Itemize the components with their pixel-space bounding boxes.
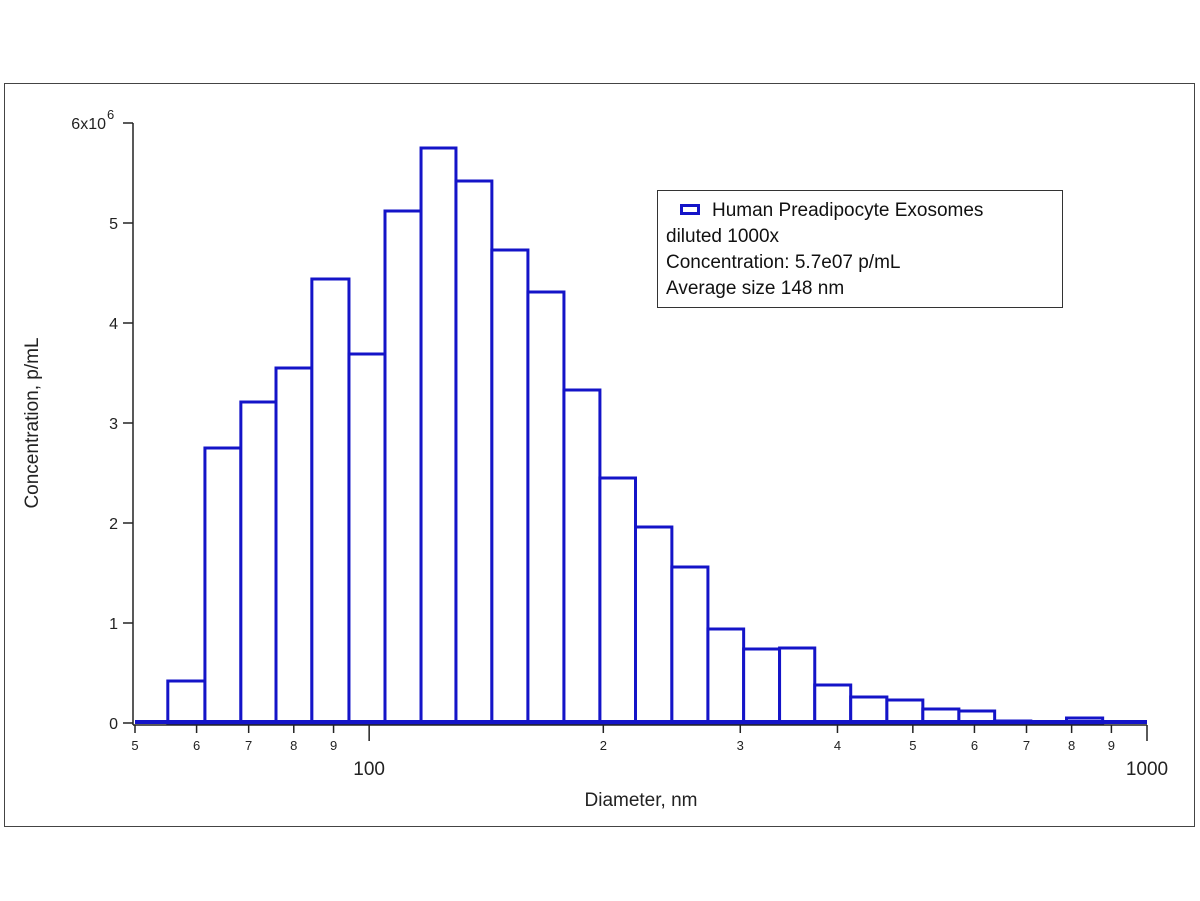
- x-minor-tick-label: 6: [971, 738, 978, 753]
- histogram-bar: [526, 290, 566, 725]
- x-major-tick-label: 1000: [1126, 759, 1168, 780]
- histogram-bar: [310, 277, 351, 725]
- chart-frame: [4, 83, 1195, 827]
- histogram-bar: [562, 388, 602, 725]
- histogram-bar: [706, 627, 746, 725]
- y-tick-label: 2: [109, 516, 118, 533]
- x-minor-tick-label: 9: [330, 738, 337, 753]
- x-minor-tick-label: 7: [245, 738, 252, 753]
- histogram-bar: [634, 525, 674, 725]
- legend: Human Preadipocyte Exosomes diluted 1000…: [657, 190, 1063, 308]
- histogram-bar: [813, 683, 853, 725]
- histogram-bar: [849, 695, 889, 725]
- histogram-bar: [742, 647, 782, 725]
- histogram-bar: [347, 352, 387, 725]
- histogram-bar: [419, 146, 458, 725]
- x-minor-tick-label: 9: [1108, 738, 1115, 753]
- histogram-bar: [778, 646, 817, 725]
- x-minor-tick-label: 6: [193, 738, 200, 753]
- legend-line-average-size: Average size 148 nm: [666, 278, 845, 299]
- legend-line-dilution: diluted 1000x: [666, 226, 780, 247]
- legend-line-concentration: Concentration: 5.7e07 p/mL: [666, 252, 901, 273]
- histogram-bar: [670, 565, 710, 725]
- histogram-bar: [166, 679, 207, 725]
- histogram-bar: [454, 179, 494, 725]
- histogram-bar: [203, 446, 243, 725]
- legend-entry: Human Preadipocyte Exosomes: [666, 198, 1062, 224]
- y-tick-label: 0: [109, 716, 118, 733]
- histogram-bar: [274, 366, 314, 725]
- histogram-bar: [239, 400, 278, 725]
- histogram-bar: [598, 476, 638, 725]
- y-tick-label: 4: [109, 316, 118, 333]
- y-axis-title: Concentration, p/mL: [22, 337, 43, 508]
- x-minor-tick-label: 4: [834, 738, 841, 753]
- x-minor-tick-label: 8: [1068, 738, 1075, 753]
- y-tick-label: 5: [109, 216, 118, 233]
- histogram-bar: [490, 248, 530, 725]
- x-axis-title: Diameter, nm: [585, 790, 698, 811]
- x-major-tick-label: 100: [353, 759, 385, 780]
- y-tick-label: 1: [109, 616, 118, 633]
- histogram-bar: [885, 698, 925, 725]
- y-tick-exponent: 6: [107, 107, 114, 122]
- histogram-bar: [383, 209, 423, 725]
- x-minor-tick-label: 5: [909, 738, 916, 753]
- x-minor-tick-label: 2: [600, 738, 607, 753]
- x-minor-tick-label: 3: [737, 738, 744, 753]
- y-tick-label: 6x10: [71, 116, 106, 133]
- legend-swatch: [680, 204, 700, 215]
- x-minor-tick-label: 7: [1023, 738, 1030, 753]
- x-minor-tick-label: 5: [131, 738, 138, 753]
- x-minor-tick-label: 8: [290, 738, 297, 753]
- y-tick-label: 3: [109, 416, 118, 433]
- legend-series-name: Human Preadipocyte Exosomes: [712, 200, 984, 221]
